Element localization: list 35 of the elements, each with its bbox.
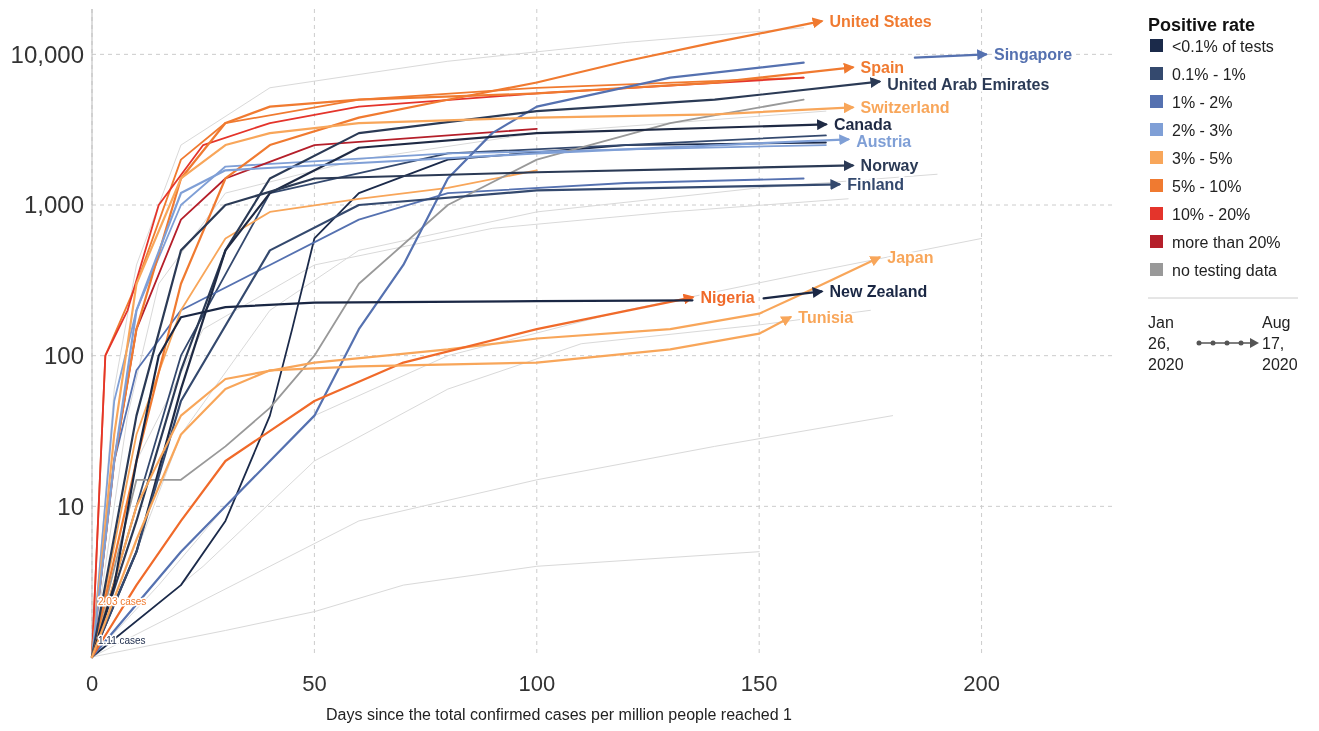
y-tick-label: 10	[57, 492, 84, 520]
legend-label: no testing data	[1172, 261, 1278, 279]
series-label: Finland	[847, 176, 905, 194]
x-tick-label: 0	[85, 671, 99, 696]
series-label: Canada	[833, 116, 892, 134]
y-tick-label: 10,000	[10, 40, 84, 68]
series-label: Nigeria	[700, 289, 755, 307]
x-axis-title: Days since the total confirmed cases per million people reached 1	[325, 706, 793, 723]
legend-label: 1% - 2%	[1172, 93, 1233, 111]
legend-label: 2% - 3%	[1172, 121, 1233, 139]
x-tick-label: 100	[518, 671, 556, 696]
series-label: United States	[829, 13, 932, 31]
series-label: Switzerland	[860, 99, 950, 117]
series-label: New Zealand	[829, 283, 928, 301]
y-tick-label: 1,000	[23, 191, 84, 219]
legend-label: 5% - 10%	[1172, 177, 1242, 195]
legend-label: <0.1% of tests	[1172, 37, 1274, 55]
y-tick-label: 100	[43, 342, 84, 370]
x-tick-label: 200	[963, 671, 1000, 696]
series-label: Norway	[860, 157, 919, 175]
text: Jan 26, 2020	[1148, 314, 1184, 373]
x-tick-label: 50	[302, 671, 327, 696]
legend-label: 10% - 20%	[1172, 205, 1251, 223]
legend-label: 3% - 5%	[1172, 149, 1233, 167]
legend-label: 0.1% - 1%	[1172, 65, 1246, 83]
series-label: Austria	[856, 133, 912, 151]
legend-label: more than 20%	[1172, 233, 1281, 251]
legend-title: Positive rate	[1148, 15, 1256, 35]
series-label: United Arab Emirates	[887, 76, 1050, 94]
series-label: Japan	[887, 249, 934, 267]
text: Aug 17, 2020	[1262, 314, 1298, 373]
series-label: Tunisia	[798, 309, 854, 327]
series-label: Spain	[860, 59, 905, 77]
x-tick-label: 150	[740, 671, 778, 696]
series-label: Singapore	[994, 46, 1073, 64]
